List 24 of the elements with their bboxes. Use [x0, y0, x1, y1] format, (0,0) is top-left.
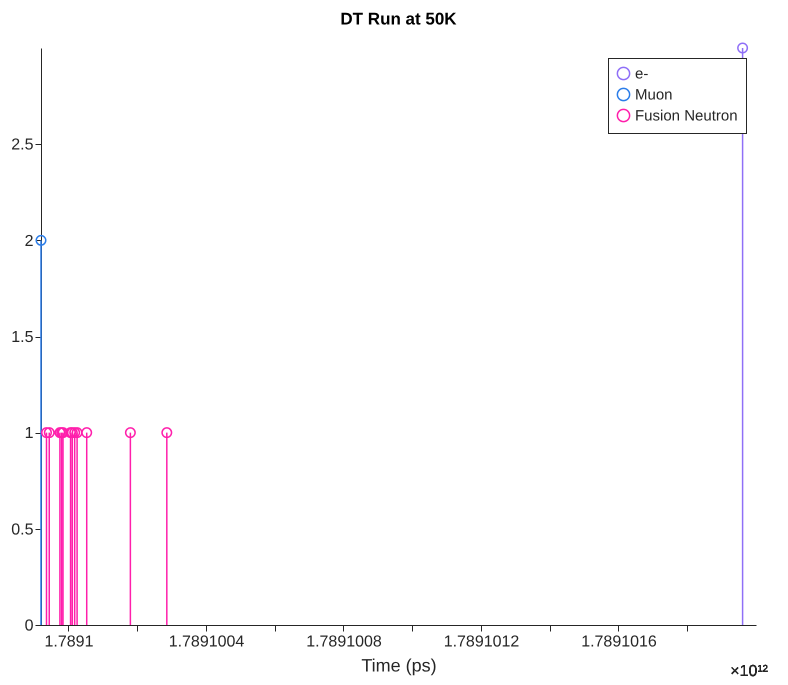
text: ×10¹²	[730, 663, 769, 680]
x-axis-title: Time (ps)	[361, 656, 437, 676]
point	[81, 427, 92, 438]
point	[36, 234, 46, 246]
y-tick-label: 1.5	[11, 329, 34, 346]
point	[737, 42, 748, 54]
y-tick-label: 0.5	[11, 521, 34, 538]
x-tick-label: 1.7891016	[581, 634, 657, 650]
point	[161, 427, 172, 438]
y-tick-label: 2	[24, 232, 34, 250]
x-tick-label: 1.7891	[44, 634, 94, 650]
x-tick-label: 1.7891008	[306, 634, 382, 650]
point	[44, 427, 55, 438]
y-tick-label: 2.5	[11, 136, 34, 154]
y-tick-label: 0	[24, 618, 34, 634]
point	[72, 427, 83, 438]
point	[124, 427, 136, 438]
legend-label: Muon	[635, 86, 673, 104]
y-tick-label: 1	[24, 425, 34, 442]
x-tick-label: 1.7891004	[168, 634, 244, 650]
legend-label: Fusion Neutron	[635, 108, 738, 124]
legend-label: e-	[635, 66, 648, 82]
chart-title: DT Run at 50K	[340, 9, 458, 28]
x-tick-label: 1.7891012	[444, 634, 520, 650]
